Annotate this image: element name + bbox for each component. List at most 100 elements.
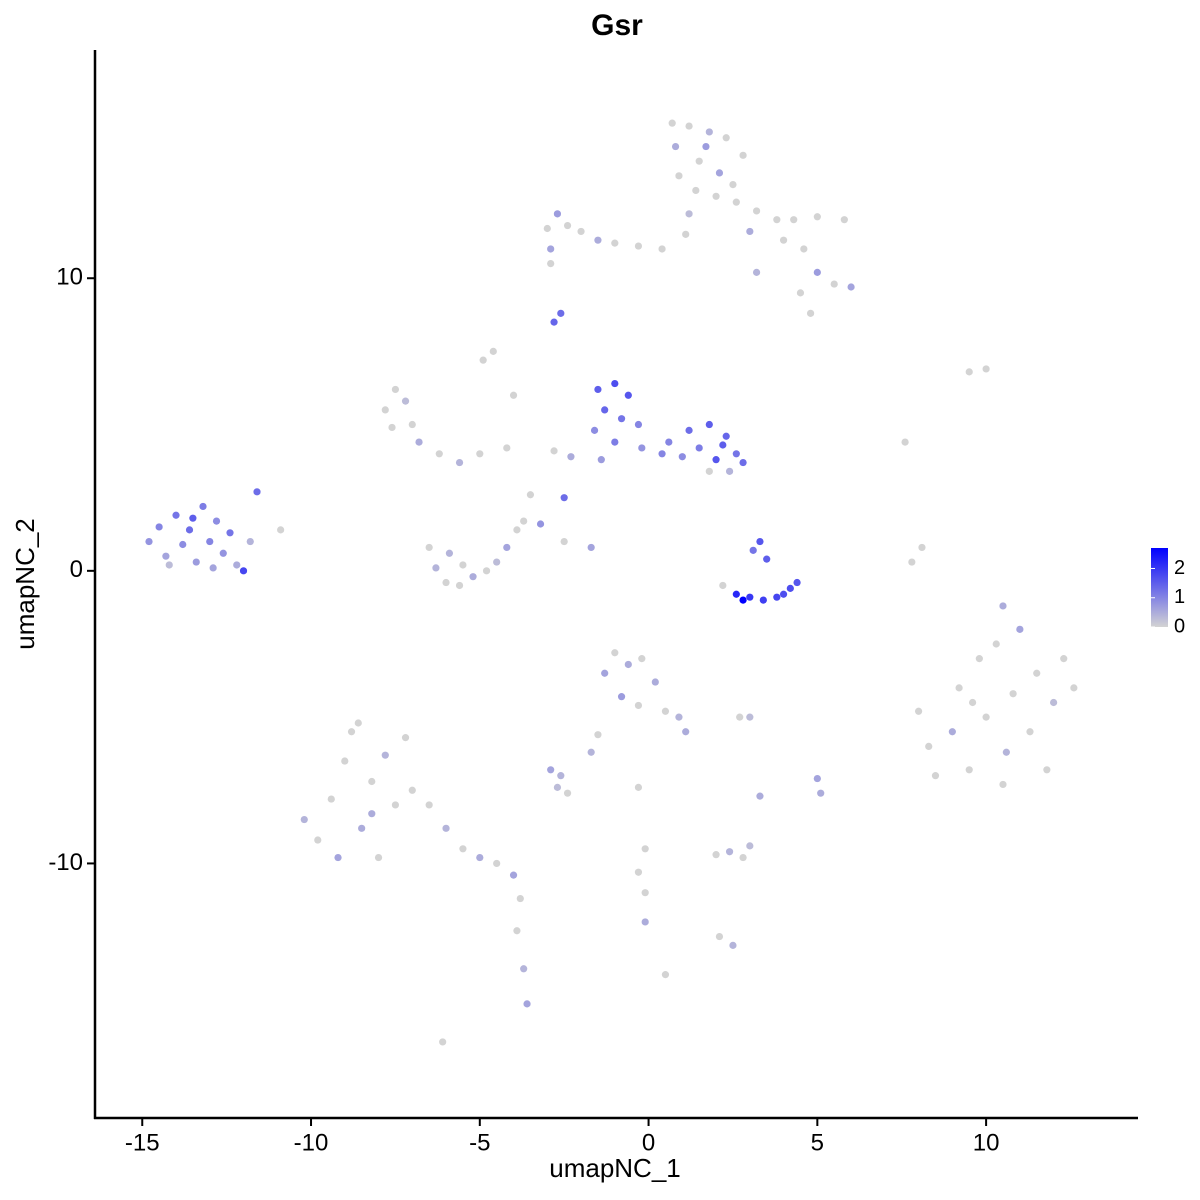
point [759,596,767,604]
point [918,543,926,552]
point [847,283,855,291]
point [341,757,349,765]
y-tick-label: 0 [70,556,83,583]
point [617,415,626,423]
point [658,245,666,253]
point [459,561,467,569]
point [624,660,632,669]
point [668,119,676,127]
point [641,889,649,897]
x-tick-label: 5 [811,1129,824,1156]
point [634,701,643,710]
point [594,385,602,394]
point [503,444,511,452]
point [975,655,983,663]
point [314,836,322,844]
point [425,801,433,809]
point [752,207,761,215]
point [155,523,163,531]
point [806,309,815,317]
point [567,453,575,461]
point [479,356,487,364]
point [145,537,153,546]
point [982,365,990,373]
point [634,868,643,876]
y-tick-label: -10 [48,849,83,876]
point [746,227,754,236]
point [756,537,764,546]
point [1070,684,1078,692]
x-tick-label: -15 [125,1129,160,1156]
point [226,529,234,537]
point [732,198,740,206]
point [719,581,727,590]
point [381,406,389,414]
point [682,230,690,238]
point [547,260,555,268]
point [725,467,734,475]
point [594,236,602,244]
point [739,458,747,467]
point [746,842,754,850]
point [790,216,798,224]
point [368,810,376,818]
point [439,1038,447,1046]
point [212,517,221,525]
point [712,456,720,464]
point [749,546,757,554]
point [563,221,572,230]
point [189,514,197,522]
point [773,216,781,224]
point [1026,728,1034,736]
point [817,789,825,797]
point [908,558,916,566]
point [763,555,771,563]
point [705,128,713,136]
point [455,458,464,467]
colorbar-tick-label: 1 [1174,586,1185,608]
point [715,169,724,177]
point [617,693,626,701]
point [729,180,737,189]
point [651,678,659,686]
point [162,552,170,560]
colorbar [1151,548,1168,627]
point [503,543,511,552]
point [513,927,521,935]
point [999,780,1007,789]
point [391,385,400,394]
point [840,216,848,224]
point [678,453,686,461]
point [813,774,821,783]
point [469,573,477,581]
point [685,210,693,218]
point [476,450,484,458]
point [536,520,545,528]
point [965,766,973,774]
point [563,789,572,797]
point [695,157,703,165]
point [432,564,440,572]
point [725,848,734,856]
point [752,268,761,276]
point [199,502,207,511]
point [557,309,565,317]
point [509,871,518,879]
point [577,227,585,236]
point [547,245,555,253]
x-tick-label: 0 [642,1129,655,1156]
point [739,151,747,159]
point [638,655,646,663]
point [401,397,410,405]
x-tick-label: -10 [294,1129,329,1156]
point [661,971,670,979]
point [277,526,285,534]
point [233,561,241,569]
point [611,239,619,247]
point [682,728,690,736]
point [634,420,643,429]
point [547,766,555,774]
point [550,318,558,326]
point [560,494,568,502]
